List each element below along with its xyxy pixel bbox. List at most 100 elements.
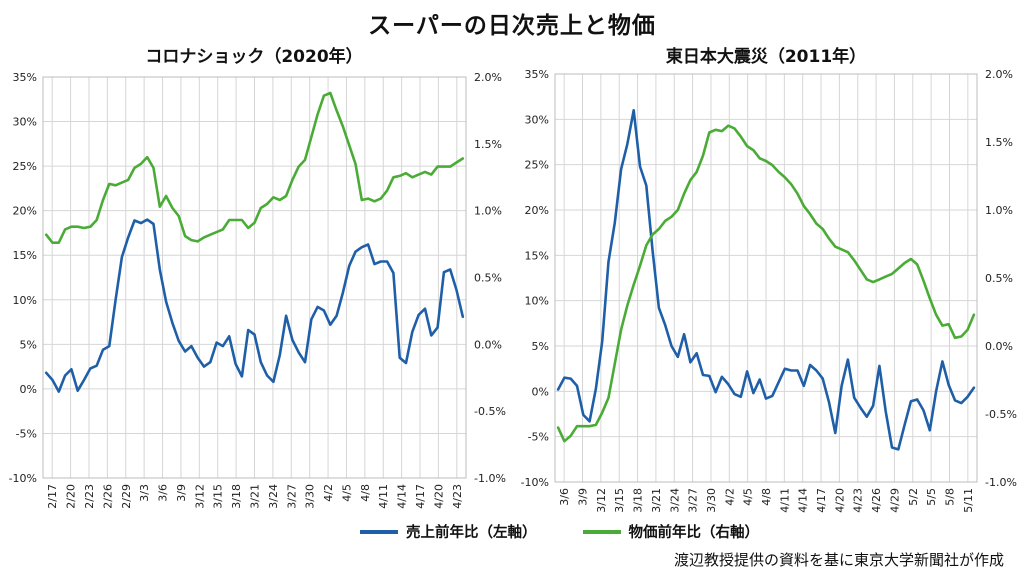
legend-item-prices: 物価前年比（右軸） (582, 521, 760, 542)
x-tick-label: 3/30 (705, 488, 718, 513)
y-left-tick-label: 20% (13, 205, 37, 218)
y-left-tick-label: 25% (525, 159, 549, 172)
source-note: 渡辺教授提供の資料を基に東京大学新聞社が作成 (673, 551, 1004, 569)
x-tick-label: 4/20 (833, 488, 846, 513)
x-tick-label: 2/20 (65, 484, 78, 509)
y-right-tick-label: -0.5% (985, 408, 1017, 421)
y-right-tick-label: 0.0% (474, 338, 502, 351)
x-tick-label: 4/17 (414, 484, 427, 509)
legend-item-sales: 売上前年比（左軸） (360, 521, 537, 542)
panel-title: 東日本大震災（2011年） (666, 46, 866, 67)
y-left-tick-label: 35% (13, 71, 37, 84)
x-tick-label: 2/26 (101, 484, 114, 509)
chart-main-title: スーパーの日次売上と物価 (368, 13, 656, 39)
y-right-tick-label: -1.0% (474, 472, 506, 485)
legend-label-sales: 売上前年比（左軸） (406, 525, 537, 541)
y-left-tick-label: 5% (532, 340, 549, 353)
y-left-tick-label: 0% (20, 383, 37, 396)
x-tick-label: 3/15 (212, 484, 225, 509)
x-tick-label: 3/21 (249, 484, 262, 509)
y-left-tick-label: 30% (13, 116, 37, 129)
y-left-tick-label: 20% (525, 204, 549, 217)
y-right-tick-label: 1.0% (474, 205, 502, 218)
y-left-tick-label: 10% (525, 295, 549, 308)
legend: 売上前年比（左軸） 物価前年比（右軸） (360, 521, 759, 542)
y-left-tick-label: -5% (16, 427, 37, 440)
x-tick-label: 4/14 (396, 484, 409, 509)
x-tick-label: 3/9 (175, 484, 188, 502)
y-left-tick-label: 15% (525, 249, 549, 262)
x-tick-label: 3/27 (285, 484, 298, 509)
plot-frame (554, 73, 978, 483)
x-tick-label: 5/8 (943, 488, 956, 506)
y-right-tick-label: 2.0% (985, 68, 1013, 81)
x-tick-label: 3/24 (668, 488, 681, 513)
x-tick-label: 5/2 (907, 488, 920, 506)
y-right-tick-label: 1.0% (985, 204, 1013, 217)
y-right-tick-label: 1.5% (985, 136, 1013, 149)
x-tick-label: 3/15 (613, 488, 626, 513)
x-tick-label: 3/9 (577, 488, 590, 506)
x-tick-label: 3/18 (230, 484, 243, 509)
y-right-tick-label: 2.0% (474, 71, 502, 84)
panel-title: コロナショック（2020年） (145, 46, 362, 67)
y-left-tick-label: 15% (13, 249, 37, 262)
y-left-tick-label: 5% (20, 338, 37, 351)
x-tick-label: 4/8 (760, 488, 773, 506)
y-left-tick-label: 0% (532, 385, 549, 398)
x-tick-label: 3/6 (157, 484, 170, 502)
y-left-tick-label: -10% (9, 472, 37, 485)
x-tick-label: 3/21 (650, 488, 663, 513)
series-line-prices (44, 91, 465, 244)
x-tick-label: 4/14 (797, 488, 810, 513)
x-tick-label: 3/24 (267, 484, 280, 509)
x-tick-label: 4/11 (778, 488, 791, 513)
x-tick-label: 4/2 (322, 484, 335, 502)
y-right-tick-label: 0.5% (474, 272, 502, 285)
series-line-sales (44, 218, 465, 393)
y-left-tick-label: 25% (13, 160, 37, 173)
x-tick-label: 4/17 (815, 488, 828, 513)
y-right-tick-label: 0.0% (985, 340, 1013, 353)
legend-label-prices: 物価前年比（右軸） (628, 525, 760, 541)
x-tick-label: 2/29 (120, 484, 133, 509)
x-tick-label: 3/27 (687, 488, 700, 513)
x-tick-label: 2/23 (83, 484, 96, 509)
x-tick-label: 5/11 (962, 488, 975, 513)
y-left-tick-label: 35% (525, 68, 549, 81)
x-tick-label: 3/12 (193, 484, 206, 509)
chart-panel-1: コロナショック（2020年） -10% -5% 0% 5% 10% 15% 20% 25% 30%… (9, 46, 506, 509)
chart-panel-2: 東日本大震災（2011年） -10% -5% 0% 5% 10% 15% 20% 25% 30% 3… (521, 46, 1017, 513)
x-tick-label: 4/23 (852, 488, 865, 513)
x-tick-label: 4/20 (432, 484, 445, 509)
x-tick-label: 3/30 (304, 484, 317, 509)
x-tick-label: 3/12 (595, 488, 608, 513)
x-tick-label: 4/11 (377, 484, 390, 509)
x-tick-label: 5/5 (925, 488, 938, 506)
x-tick-label: 4/26 (870, 488, 883, 513)
y-left-tick-label: 30% (525, 113, 549, 126)
series-line-prices (556, 124, 976, 443)
x-tick-label: 4/29 (888, 488, 901, 513)
plot-frame (42, 76, 467, 479)
y-left-tick-label: -5% (528, 431, 549, 444)
x-tick-label: 4/2 (723, 488, 736, 506)
legend-swatch-sales (360, 529, 398, 534)
x-tick-label: 3/6 (558, 488, 571, 506)
x-tick-label: 4/23 (451, 484, 464, 509)
x-tick-label: 3/18 (632, 488, 645, 513)
x-tick-label: 4/5 (742, 488, 755, 506)
x-tick-label: 2/17 (46, 484, 59, 509)
y-right-tick-label: -0.5% (474, 405, 506, 418)
y-right-tick-label: -1.0% (985, 476, 1017, 489)
x-tick-label: 4/5 (340, 484, 353, 502)
y-right-tick-label: 0.5% (985, 272, 1013, 285)
y-right-tick-label: 1.5% (474, 138, 502, 151)
x-tick-label: 4/8 (359, 484, 372, 502)
y-left-tick-label: 10% (13, 294, 37, 307)
x-tick-label: 3/3 (138, 484, 151, 502)
legend-swatch-prices (582, 529, 621, 534)
y-left-tick-label: -10% (521, 476, 549, 489)
series-line-sales (556, 109, 976, 451)
